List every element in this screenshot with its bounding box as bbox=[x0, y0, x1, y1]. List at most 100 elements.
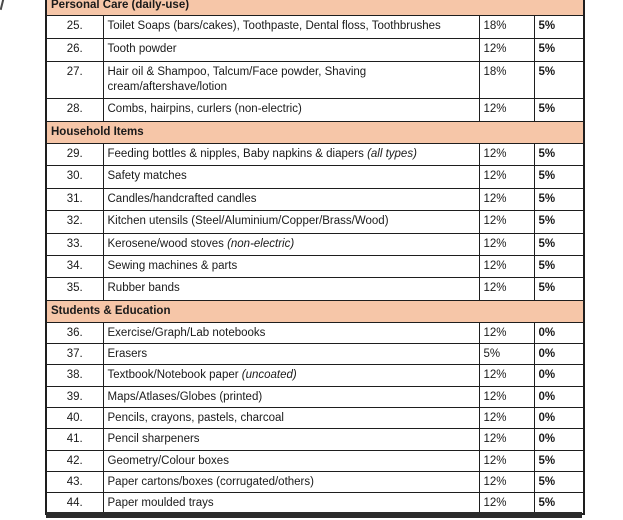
row-number-cell: 30. bbox=[45, 165, 104, 189]
item-description-cell: Paper cartons/boxes (corrugated/others) bbox=[102, 470, 480, 494]
row-number-cell: 31. bbox=[45, 187, 104, 212]
item-description-italic: (all types) bbox=[367, 148, 417, 160]
old-rate-cell: 18% bbox=[478, 15, 535, 39]
old-rate-cell: 12% bbox=[478, 210, 535, 234]
item-row: 27. Hair oil & Shampoo, Talcum/Face powde… bbox=[45, 61, 585, 99]
item-description-cell: Toilet Soaps (bars/cakes), Toothpaste, D… bbox=[102, 15, 480, 39]
item-description-cell: Kitchen utensils (Steel/Aluminium/Copper… bbox=[102, 210, 480, 234]
row-number-cell: 34. bbox=[45, 254, 104, 279]
item-description-cell: Geometry/Colour boxes bbox=[102, 449, 480, 472]
item-row: 38. Textbook/Notebook paper (uncoated) 12%… bbox=[45, 364, 585, 387]
row-number-cell: 41. bbox=[45, 428, 104, 451]
old-rate-cell: 12% bbox=[478, 321, 535, 345]
new-rate-cell: 5% bbox=[533, 165, 585, 189]
item-row: 32. Kitchen utensils (Steel/Aluminium/Cop… bbox=[45, 210, 585, 234]
item-row: 41. Pencil sharpeners 12% 0% bbox=[45, 428, 585, 451]
old-rate-cell: 12% bbox=[478, 165, 535, 189]
new-rate-cell: 5% bbox=[533, 187, 585, 212]
new-rate-cell: 5% bbox=[533, 142, 585, 167]
new-rate-cell: 5% bbox=[533, 470, 585, 494]
new-rate-cell: 5% bbox=[533, 232, 585, 256]
row-number-cell: 37. bbox=[45, 343, 104, 366]
row-number-cell: 32. bbox=[45, 210, 104, 234]
item-description-cell: Textbook/Notebook paper (uncoated) bbox=[102, 364, 480, 387]
old-rate-cell: 12% bbox=[478, 277, 535, 301]
gst-table-body: Personal Care (daily-use) 25. Toilet Soaps… bbox=[45, 0, 585, 515]
new-rate-cell: 5% bbox=[533, 210, 585, 234]
new-rate-cell: 0% bbox=[533, 364, 585, 387]
item-description-cell: Feeding bottles & nipples, Baby napkins … bbox=[102, 142, 480, 167]
item-row: 33. Kerosene/wood stoves (non-electric) 12… bbox=[45, 232, 585, 256]
item-description-cell: Tooth powder bbox=[102, 38, 480, 62]
row-number-cell: 28. bbox=[45, 98, 104, 122]
item-row: 30. Safety matches 12% 5% bbox=[45, 165, 585, 189]
old-rate-cell: 12% bbox=[478, 38, 535, 62]
section-row: Personal Care (daily-use) bbox=[45, 0, 585, 16]
old-rate-cell: 12% bbox=[478, 364, 535, 387]
item-row: 36. Exercise/Graph/Lab notebooks 12% 0% bbox=[45, 321, 585, 345]
old-rate-cell: 12% bbox=[478, 385, 535, 408]
item-description-cell: Safety matches bbox=[102, 165, 480, 189]
old-rate-cell: 12% bbox=[478, 406, 535, 430]
item-row: 31. Candles/handcrafted candles 12% 5% bbox=[45, 187, 585, 212]
item-row: 40. Pencils, crayons, pastels, charcoal 12… bbox=[45, 406, 585, 430]
corner-artifact-mark bbox=[0, 0, 5, 11]
gst-rate-table: Personal Care (daily-use) 25. Toilet Soaps… bbox=[45, 0, 585, 516]
row-number-cell: 43. bbox=[45, 470, 104, 494]
new-rate-cell: 5% bbox=[533, 15, 585, 39]
old-rate-cell: 12% bbox=[478, 142, 535, 167]
item-description-cell: Combs, hairpins, curlers (non-electric) bbox=[102, 98, 480, 122]
row-number-cell: 26. bbox=[45, 38, 104, 62]
item-row: 28. Combs, hairpins, curlers (non-electri… bbox=[45, 98, 585, 122]
old-rate-cell: 18% bbox=[478, 61, 535, 99]
row-number-cell: 36. bbox=[45, 321, 104, 345]
item-description-cell: Exercise/Graph/Lab notebooks bbox=[102, 321, 480, 345]
item-row: 39. Maps/Atlases/Globes (printed) 12% 0% bbox=[45, 385, 585, 408]
item-row: 43. Paper cartons/boxes (corrugated/other… bbox=[45, 470, 585, 494]
new-rate-cell: 5% bbox=[533, 277, 585, 301]
new-rate-cell: 5% bbox=[533, 254, 585, 279]
item-row: 34. Sewing machines & parts 12% 5% bbox=[45, 254, 585, 279]
new-rate-cell: 0% bbox=[533, 321, 585, 345]
section-row: Students & Education bbox=[45, 299, 585, 323]
section-header-cell: Household Items bbox=[45, 121, 585, 144]
item-description-cell: Erasers bbox=[102, 343, 480, 366]
item-description-italic: (non-electric) bbox=[227, 237, 295, 250]
item-description-cell: Paper moulded trays bbox=[102, 492, 480, 515]
item-row: 44. Paper moulded trays 12% 5% bbox=[45, 492, 585, 515]
item-row: 29. Feeding bottles & nipples, Baby napki… bbox=[45, 142, 585, 167]
new-rate-cell: 5% bbox=[533, 449, 585, 472]
item-description-cell: Pencil sharpeners bbox=[102, 428, 480, 451]
item-row: 25. Toilet Soaps (bars/cakes), Toothpaste… bbox=[45, 15, 585, 39]
old-rate-cell: 12% bbox=[478, 232, 535, 256]
old-rate-cell: 12% bbox=[478, 449, 535, 472]
old-rate-cell: 12% bbox=[478, 470, 535, 494]
row-number-cell: 38. bbox=[45, 364, 104, 387]
item-description-italic: (uncoated) bbox=[241, 369, 297, 382]
item-description-cell: Rubber bands bbox=[102, 277, 480, 301]
item-description-cell: Sewing machines & parts bbox=[102, 254, 480, 279]
new-rate-cell: 5% bbox=[533, 61, 585, 99]
row-number-cell: 29. bbox=[45, 142, 104, 167]
section-row: Household Items bbox=[45, 121, 585, 144]
row-number-cell: 39. bbox=[45, 385, 104, 408]
new-rate-cell: 5% bbox=[533, 492, 585, 515]
item-row: 35. Rubber bands 12% 5% bbox=[45, 277, 585, 301]
row-number-cell: 25. bbox=[45, 15, 104, 39]
item-row: 37. Erasers 5% 0% bbox=[45, 343, 585, 366]
row-number-cell: 33. bbox=[45, 232, 104, 256]
item-description-cell: Pencils, crayons, pastels, charcoal bbox=[102, 406, 480, 430]
item-description-cell: Kerosene/wood stoves (non-electric) bbox=[102, 232, 480, 256]
item-description-cell: Hair oil & Shampoo, Talcum/Face powder, … bbox=[102, 61, 480, 99]
new-rate-cell: 5% bbox=[533, 38, 585, 62]
new-rate-cell: 0% bbox=[533, 406, 585, 430]
row-number-cell: 44. bbox=[45, 492, 104, 515]
item-description-cell: Candles/handcrafted candles bbox=[102, 187, 480, 212]
new-rate-cell: 0% bbox=[533, 428, 585, 451]
old-rate-cell: 5% bbox=[478, 343, 535, 366]
old-rate-cell: 12% bbox=[478, 98, 535, 122]
section-header-cell: Students & Education bbox=[45, 299, 585, 323]
old-rate-cell: 12% bbox=[478, 428, 535, 451]
old-rate-cell: 12% bbox=[478, 187, 535, 212]
